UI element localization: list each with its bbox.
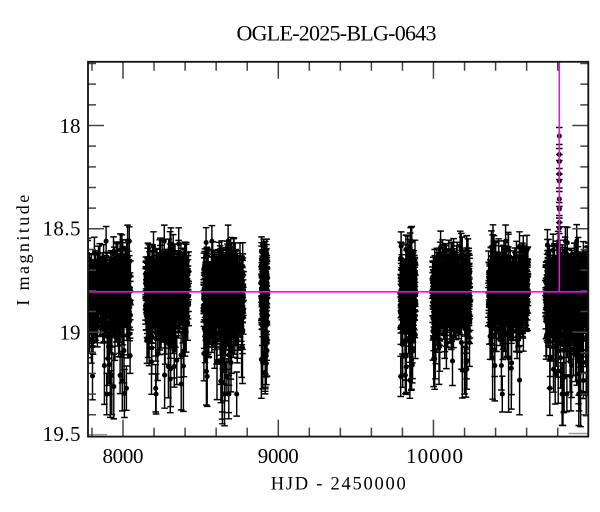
svg-text:18: 18 (60, 114, 81, 138)
svg-text:19: 19 (60, 320, 81, 344)
svg-text:OGLE-2025-BLG-0643: OGLE-2025-BLG-0643 (237, 21, 437, 46)
svg-text:10000: 10000 (406, 444, 463, 468)
svg-text:I magnitude: I magnitude (13, 195, 33, 306)
svg-text:9000: 9000 (258, 444, 299, 468)
svg-text:18.5: 18.5 (43, 217, 81, 241)
svg-text:HJD - 2450000: HJD - 2450000 (271, 475, 406, 495)
svg-text:19.5: 19.5 (43, 422, 81, 446)
svg-text:8000: 8000 (103, 444, 144, 468)
